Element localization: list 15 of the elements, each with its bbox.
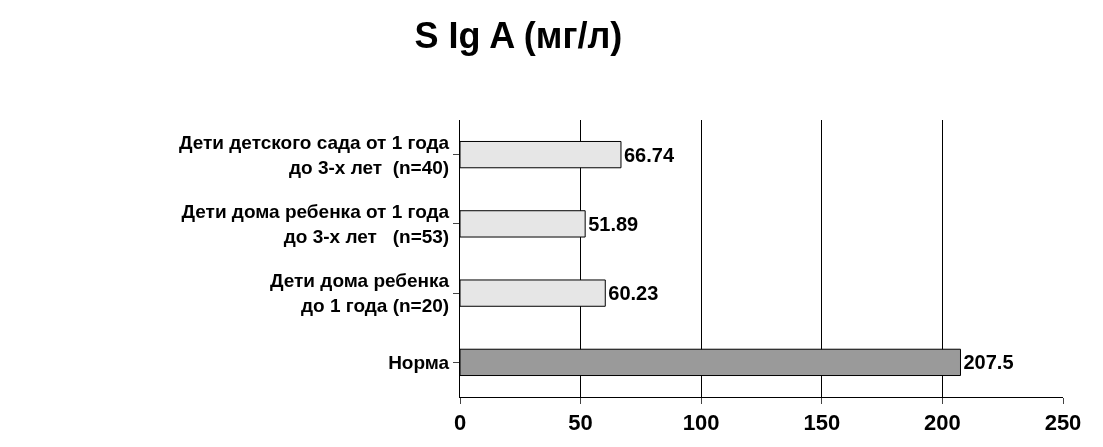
data-label: 51.89 — [588, 212, 639, 235]
y-tick-label: Дети детского сада от 1 года до 3-х лет (n=40) — [178, 131, 450, 178]
x-tick-label: 150 — [803, 410, 841, 436]
x-tick-label: 0 — [453, 410, 467, 436]
data-label: 207.5 — [963, 351, 1014, 374]
x-tick-label: 50 — [568, 410, 593, 436]
y-tick-label: Дети дома ребенка до 1 года (n=20) — [270, 270, 450, 317]
x-tick-label: 250 — [1044, 410, 1082, 436]
x-tick-label: 200 — [924, 410, 961, 436]
y-tick-label: Дети дома ребенка от 1 года до 3-х лет (n=53) — [181, 201, 450, 247]
x-tick-label: 100 — [682, 410, 720, 436]
chart-title: S Ig A (мг/л) — [414, 14, 623, 56]
y-tick-label: Норма — [388, 352, 450, 374]
data-label: 60.23 — [608, 282, 659, 305]
data-label: 66.74 — [623, 143, 675, 166]
